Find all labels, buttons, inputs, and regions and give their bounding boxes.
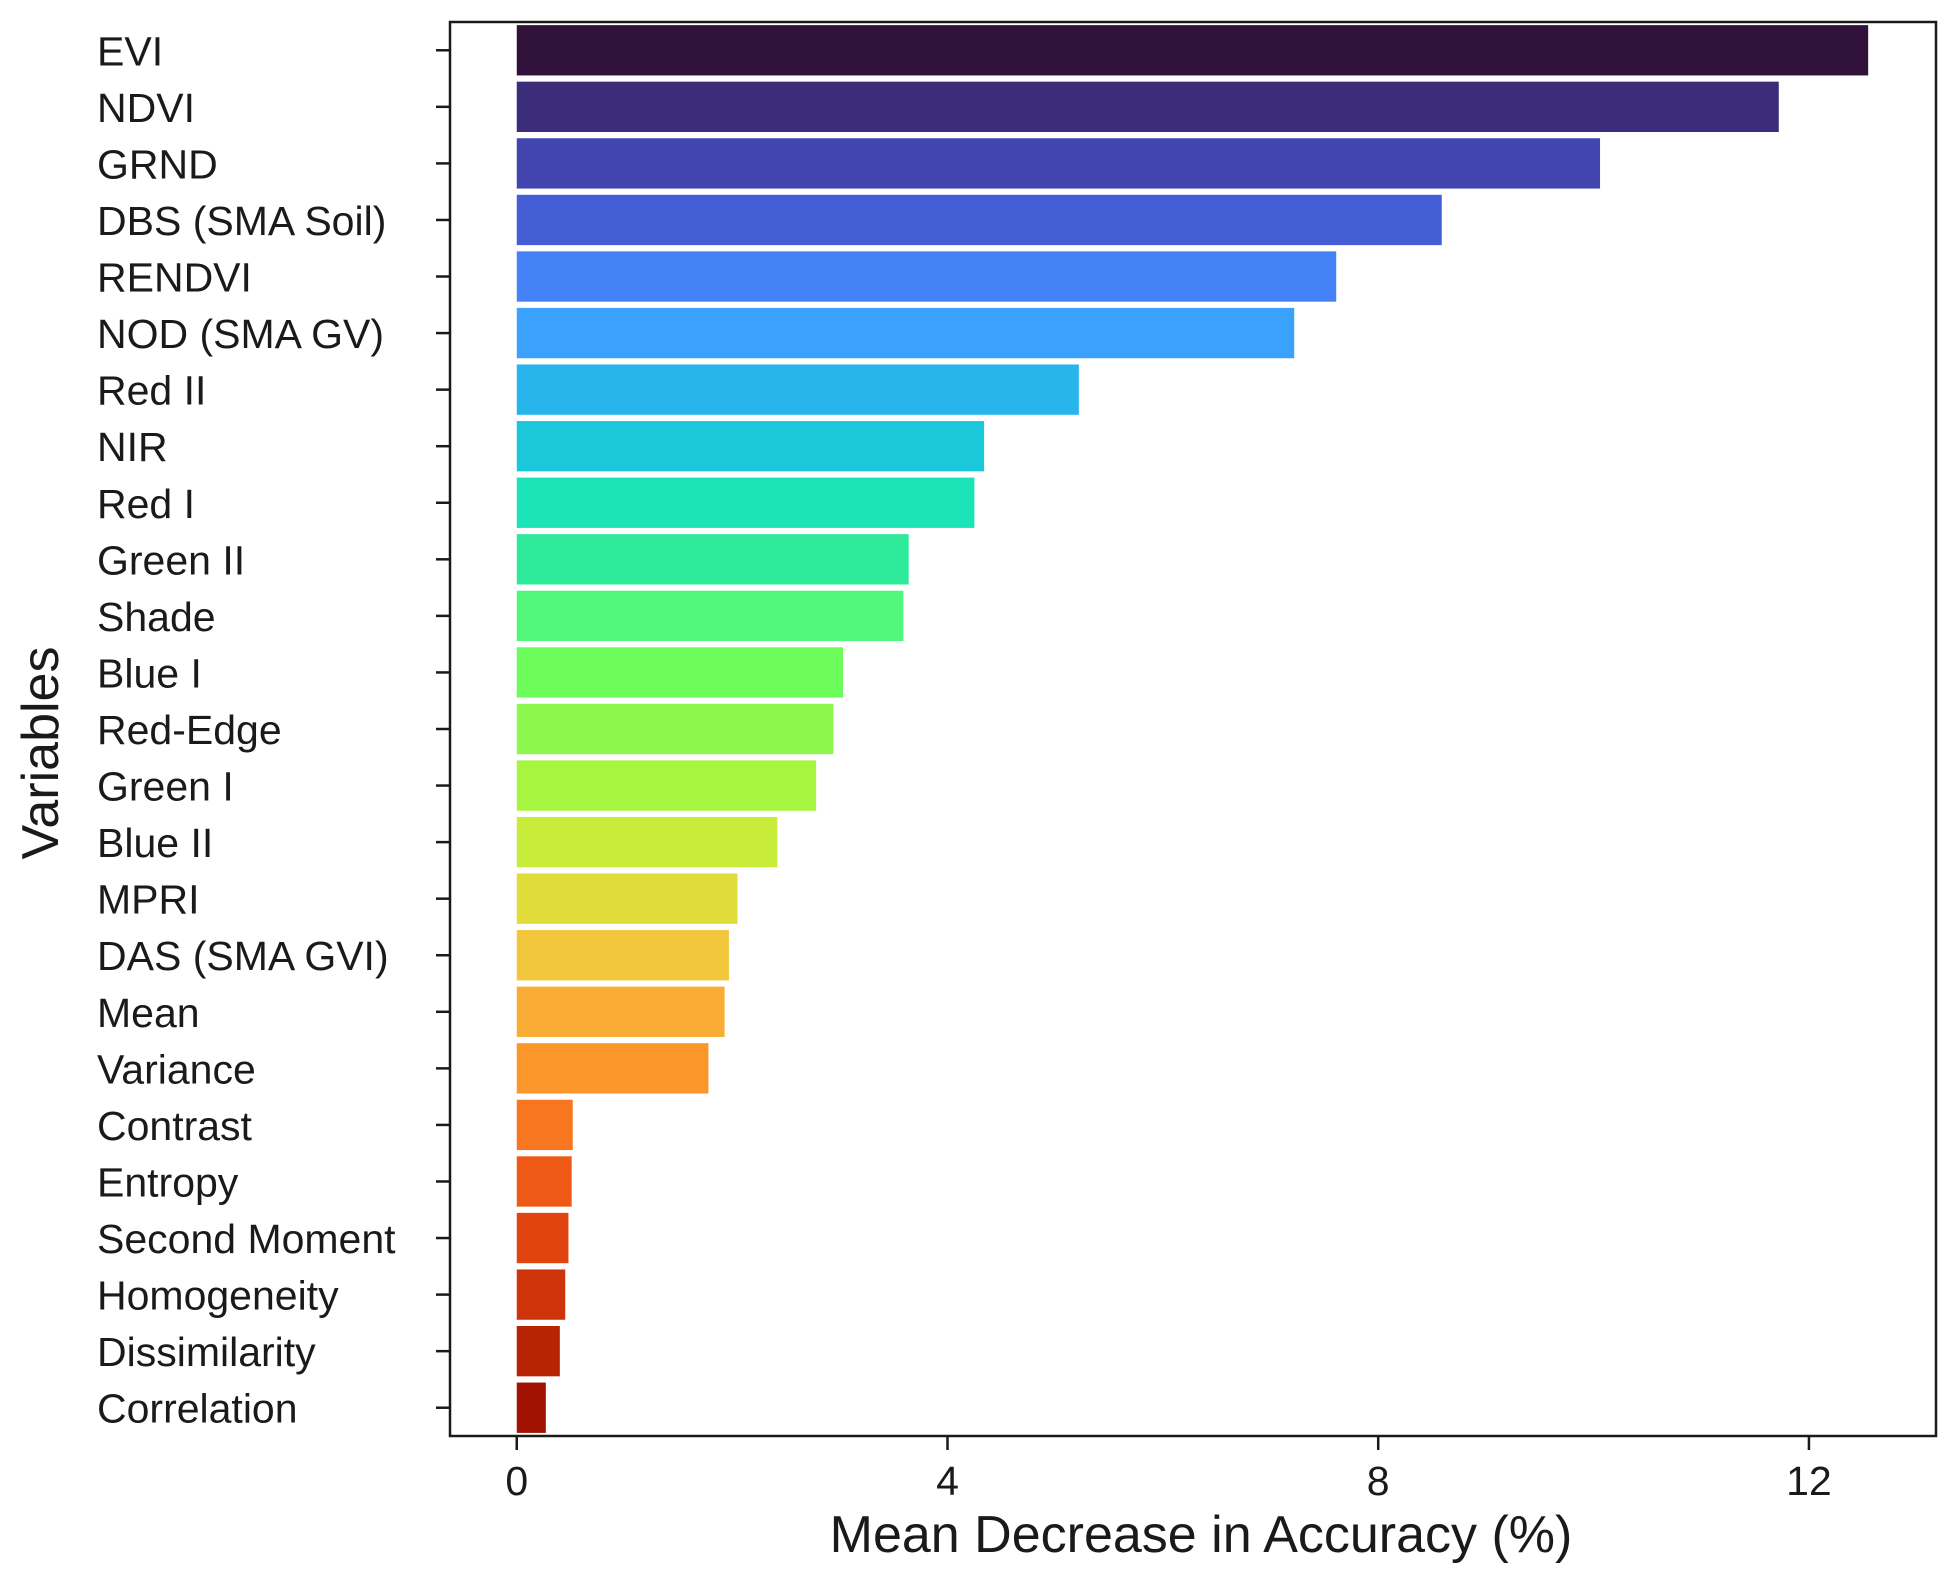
bar-green-i bbox=[516, 760, 817, 811]
y-tick-label-ndvi: NDVI bbox=[97, 85, 195, 131]
bar-variance bbox=[516, 1043, 709, 1094]
y-tick-label-red-ii: Red II bbox=[97, 368, 206, 414]
y-tick-label-red-i: Red I bbox=[97, 481, 195, 527]
y-tick-label-grnd: GRND bbox=[97, 141, 218, 187]
bar-dissimilarity bbox=[516, 1325, 560, 1377]
y-tick-label-variance: Variance bbox=[97, 1046, 256, 1092]
bar-evi bbox=[516, 25, 1869, 76]
bar-blue-i bbox=[516, 647, 844, 698]
y-tick-label-mpri: MPRI bbox=[97, 877, 200, 923]
x-tick-label-4: 4 bbox=[936, 1458, 959, 1504]
y-tick-label-second-moment: Second Moment bbox=[97, 1216, 396, 1262]
bar-homogeneity bbox=[516, 1269, 566, 1320]
y-axis-label: Variables bbox=[12, 647, 70, 860]
bars-group bbox=[516, 25, 1869, 1433]
y-tick-label-blue-i: Blue I bbox=[97, 650, 202, 696]
bar-shade bbox=[516, 590, 904, 642]
y-tick-label-contrast: Contrast bbox=[97, 1103, 253, 1149]
plot-frame bbox=[448, 20, 1938, 1438]
bar-red-ii bbox=[516, 364, 1079, 415]
bar-second-moment bbox=[516, 1212, 569, 1264]
bar-entropy bbox=[516, 1156, 572, 1207]
y-axis: EVI NDVI GRND DBS (SMA Soil) RENDVI NOD (SMA … bbox=[97, 28, 450, 1432]
bar-mean bbox=[516, 986, 725, 1037]
bar-green-ii bbox=[516, 534, 909, 585]
y-tick-label-blue-ii: Blue II bbox=[97, 820, 213, 866]
x-tick-label-0: 0 bbox=[505, 1458, 528, 1504]
y-tick-label-green-ii: Green II bbox=[97, 537, 245, 583]
y-tick-label-evi: EVI bbox=[97, 28, 163, 74]
x-tick-label-12: 12 bbox=[1786, 1458, 1832, 1504]
bar-dbs-sma-soil bbox=[516, 194, 1442, 246]
bar-contrast bbox=[516, 1099, 573, 1151]
bar-grnd bbox=[516, 138, 1601, 189]
bar-nir bbox=[516, 421, 985, 472]
bar-nod-sma-gv bbox=[516, 307, 1295, 359]
y-tick-label-green-i: Green I bbox=[97, 764, 234, 810]
x-axis-label: Mean Decrease in Accuracy (%) bbox=[830, 1506, 1573, 1564]
bar-red-i bbox=[516, 477, 975, 528]
bar-red-edge bbox=[516, 703, 834, 755]
y-tick-label-shade: Shade bbox=[97, 594, 216, 640]
bar-rendvi bbox=[516, 251, 1337, 302]
y-tick-label-homogeneity: Homogeneity bbox=[97, 1273, 339, 1319]
y-tick-label-nir: NIR bbox=[97, 424, 168, 470]
bar-mpri bbox=[516, 873, 738, 924]
bar-das-sma-gvi bbox=[516, 930, 729, 981]
y-tick-label-rendvi: RENDVI bbox=[97, 255, 252, 301]
y-tick-label-das-sma-gvi: DAS (SMA GVI) bbox=[97, 933, 389, 979]
y-tick-label-entropy: Entropy bbox=[97, 1159, 239, 1205]
x-axis: 0 4 8 12 bbox=[505, 1436, 1832, 1504]
y-tick-label-mean: Mean bbox=[97, 990, 200, 1036]
y-tick-label-dissimilarity: Dissimilarity bbox=[97, 1329, 316, 1375]
bar-blue-ii bbox=[516, 816, 778, 868]
y-tick-label-nod-sma-gv: NOD (SMA GV) bbox=[97, 311, 384, 357]
bar-ndvi bbox=[516, 81, 1779, 133]
y-tick-label-correlation: Correlation bbox=[97, 1386, 298, 1432]
y-tick-label-dbs-sma-soil: DBS (SMA Soil) bbox=[97, 198, 386, 244]
x-tick-label-8: 8 bbox=[1367, 1458, 1390, 1504]
y-tick-label-red-edge: Red-Edge bbox=[97, 707, 282, 753]
bar-correlation bbox=[516, 1382, 546, 1433]
